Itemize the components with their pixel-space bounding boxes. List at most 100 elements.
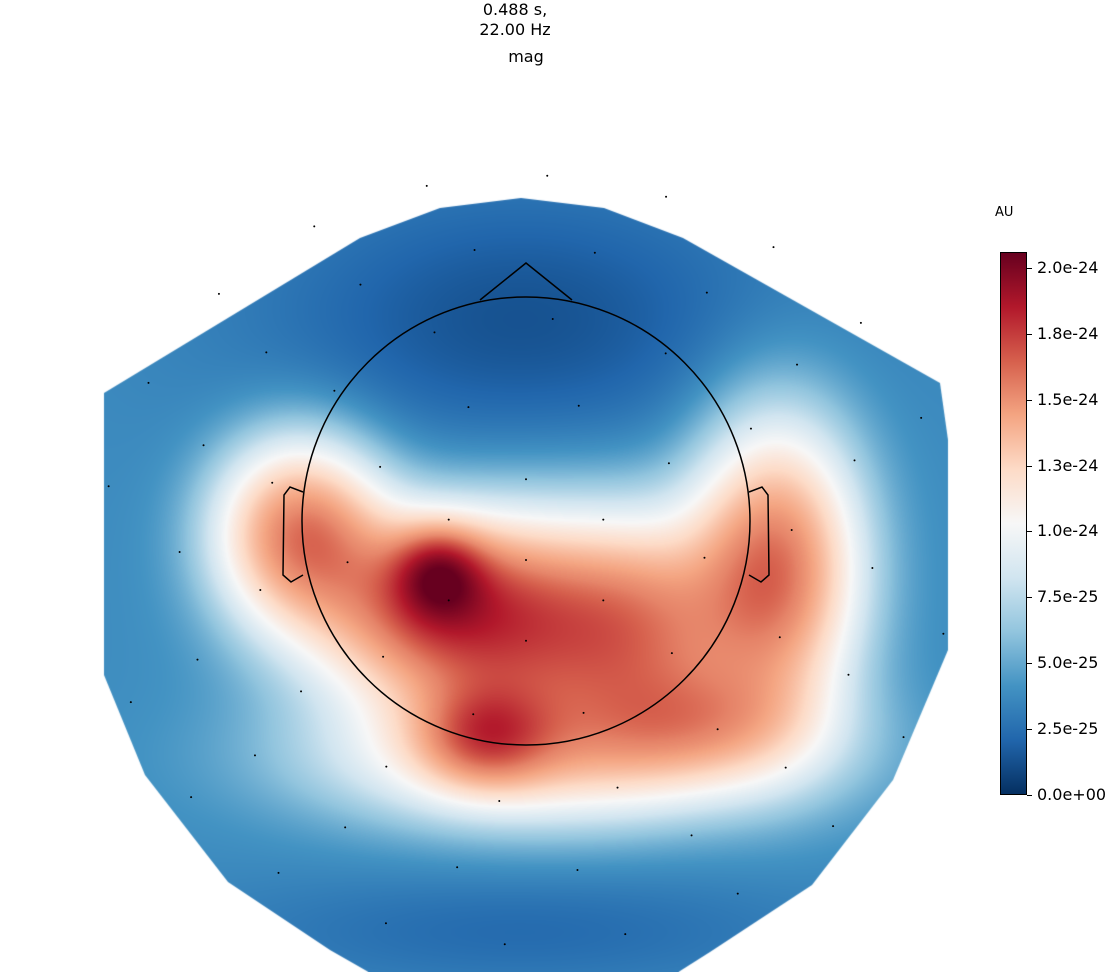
colorbar-tick <box>1027 729 1032 731</box>
sensor-dot <box>690 834 693 837</box>
plot-title: 0.488 s, 22.00 Hz <box>415 0 615 40</box>
sensor-dot <box>217 292 220 295</box>
sensor-dot <box>333 389 336 392</box>
nose-outline <box>479 262 573 301</box>
sensor-dot <box>498 800 501 803</box>
colorbar-tick-label: 2.5e-25 <box>1037 719 1099 739</box>
sensor-dot <box>778 636 781 639</box>
sensor-dot <box>902 736 905 739</box>
colorbar-tick-label: 7.5e-25 <box>1037 587 1099 607</box>
sensor-dot <box>832 825 835 828</box>
sensor-dot <box>473 248 476 251</box>
sensor-dot <box>271 481 274 484</box>
sensor-dot <box>253 754 256 757</box>
sensor-dot <box>577 404 580 407</box>
sensor-dot <box>602 518 605 521</box>
sensor-dot <box>346 561 349 564</box>
sensor-dot <box>551 317 554 320</box>
colorbar-tick <box>1027 597 1032 599</box>
sensor-dot <box>456 866 459 869</box>
sensor-dot <box>665 195 668 198</box>
sensor-dot <box>920 416 923 419</box>
title-frequency: 22.00 Hz <box>479 20 551 39</box>
colorbar-tick-label: 1.5e-24 <box>1037 389 1099 409</box>
sensor-dot <box>525 478 527 481</box>
colorbar-tick-label: 5.0e-25 <box>1037 653 1099 673</box>
sensor-dot <box>525 639 527 642</box>
colorbar-tick-label: 2.0e-24 <box>1037 257 1099 277</box>
colorbar-tick <box>1027 267 1032 269</box>
title-time: 0.488 s, <box>482 0 548 19</box>
right-ear-outline <box>748 486 770 583</box>
sensor-dot <box>447 518 450 521</box>
left-ear-outline <box>282 486 304 583</box>
colorbar-tick <box>1027 531 1032 533</box>
sensor-dot <box>472 713 475 716</box>
colorbar-tick-label: 1.8e-24 <box>1037 323 1099 343</box>
sensor-dot <box>703 556 706 559</box>
sensor-dot <box>624 933 627 936</box>
sensor-dot <box>546 174 549 177</box>
sensor-dot <box>716 728 719 731</box>
sensor-dot <box>447 599 450 602</box>
sensor-dot <box>129 701 132 704</box>
sensor-dot <box>790 528 793 531</box>
sensor-dot <box>467 406 470 409</box>
colorbar-tick-label: 1.0e-24 <box>1037 521 1099 541</box>
sensor-dot <box>359 283 362 286</box>
sensor-dot <box>147 381 150 384</box>
sensor-dot <box>425 184 428 187</box>
sensor-dot <box>382 655 385 658</box>
sensor-dot <box>667 462 670 465</box>
sensor-dot <box>664 352 667 355</box>
sensor-dot <box>749 427 752 430</box>
sensor-dot <box>942 632 945 635</box>
channel-type-label: mag <box>508 47 544 66</box>
sensor-dot <box>259 589 262 592</box>
sensor-dot <box>705 291 708 294</box>
colorbar-tick-label: 1.3e-24 <box>1037 455 1099 475</box>
sensor-dot <box>736 892 739 895</box>
sensor-dot <box>107 485 110 488</box>
sensor-dot <box>784 766 787 769</box>
sensor-dot <box>384 922 387 925</box>
sensor-dot <box>853 459 856 462</box>
sensor-dot <box>772 246 775 249</box>
sensor-dot <box>202 444 205 447</box>
sensor-dot <box>796 363 799 366</box>
colorbar-tick <box>1027 465 1032 467</box>
sensor-dot <box>277 871 280 874</box>
colorbar-tick <box>1027 333 1032 335</box>
sensor-dot <box>503 943 506 946</box>
sensor-dot <box>196 658 199 661</box>
sensor-dot <box>576 869 579 872</box>
sensor-dot <box>582 711 585 714</box>
colorbar-tick-label: 0.0e+00 <box>1037 785 1107 804</box>
sensor-dot <box>344 826 347 829</box>
sensor-dot <box>859 321 862 324</box>
head-circle <box>301 296 751 746</box>
colorbar-tick <box>1027 795 1032 796</box>
sensor-dot <box>525 559 527 561</box>
sensor-dot <box>433 331 436 334</box>
sensor-dot <box>300 690 303 693</box>
sensor-dot <box>871 566 874 569</box>
sensor-dot <box>616 786 619 789</box>
colorbar-tick <box>1027 399 1032 401</box>
sensor-dot <box>265 351 268 354</box>
sensor-dot <box>670 652 673 655</box>
sensor-dot <box>847 673 850 676</box>
colorbar-label: AU <box>995 205 1014 220</box>
sensor-dot <box>313 225 316 228</box>
colorbar <box>1000 252 1027 795</box>
colorbar-tick <box>1027 663 1032 665</box>
sensor-dot <box>385 765 388 768</box>
sensor-dot <box>379 465 382 468</box>
sensor-markers <box>107 174 945 946</box>
sensor-dot <box>178 551 181 554</box>
sensor-dot <box>190 796 193 799</box>
sensor-dot <box>593 251 596 254</box>
sensor-dot <box>602 599 605 602</box>
